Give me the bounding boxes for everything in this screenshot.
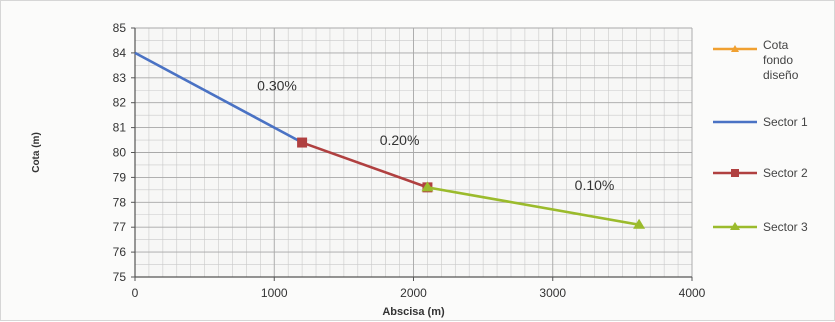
legend-label: Sector 2 [763, 166, 808, 180]
y-tick-label: 84 [113, 46, 127, 60]
x-tick-label: 4000 [679, 286, 706, 300]
y-tick-label: 75 [113, 270, 127, 284]
data-point [421, 181, 434, 192]
slope-label: 0.20% [380, 132, 420, 148]
grid [134, 27, 693, 278]
series-line-sector-2 [301, 141, 428, 189]
legend-marker [731, 45, 739, 52]
data-point [633, 218, 646, 229]
y-tick-label: 79 [113, 170, 127, 184]
y-tick-label: 80 [113, 146, 127, 160]
legend-item: Sector 3 [713, 220, 808, 234]
x-tick-label: 2000 [400, 286, 427, 300]
legend-label: Cota fondo diseño [763, 38, 799, 82]
y-tick-label: 81 [113, 121, 127, 135]
data-point [297, 137, 308, 148]
legend-label-line: diseño [763, 68, 799, 82]
legend-label-line: fondo [763, 53, 793, 67]
y-axis-title: Cota (m) [31, 132, 42, 173]
y-tick-label: 77 [113, 220, 127, 234]
y-tick-label: 76 [113, 245, 127, 259]
y-tick-label: 83 [113, 71, 127, 85]
legend-item: Sector 1 [713, 115, 808, 129]
series-line-sector-3 [427, 186, 640, 226]
legend-item: Cota fondo diseño [713, 38, 799, 82]
legend-marker [730, 222, 740, 230]
y-tick-label: 78 [113, 195, 127, 209]
y-tick-label: 82 [113, 96, 127, 110]
x-tick-label: 1000 [261, 286, 288, 300]
legend-label-line: Cota [763, 38, 789, 52]
legend-label: Sector 1 [763, 115, 808, 129]
series-line-sector-1 [134, 51, 303, 144]
x-tick-label: 0 [132, 286, 139, 300]
slope-label: 0.30% [257, 77, 297, 93]
legend-item: Sector 2 [713, 166, 808, 180]
x-tick-label: 3000 [539, 286, 566, 300]
slope-label: 0.10% [575, 177, 615, 193]
y-tick-label: 85 [113, 21, 127, 35]
x-axis-title: Abscisa (m) [382, 306, 445, 318]
legend-marker [731, 169, 739, 177]
legend-label: Sector 3 [763, 220, 808, 234]
